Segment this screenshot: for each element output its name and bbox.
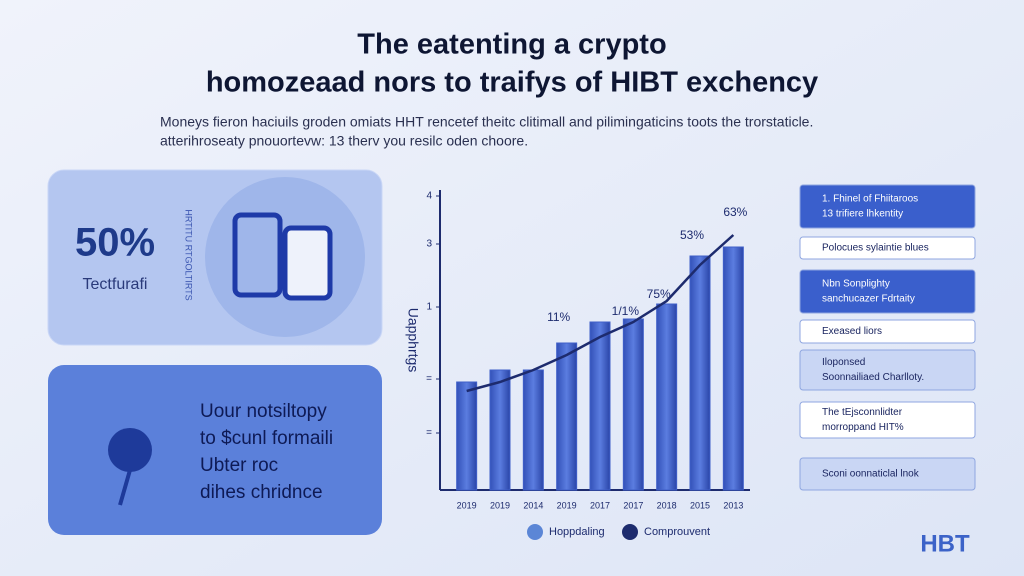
list-text: Iloponsed xyxy=(822,357,865,368)
annotation: 53% xyxy=(680,228,704,242)
icon xyxy=(282,225,333,301)
icon xyxy=(232,212,283,298)
list-text: sanchucazer Fdrtaity xyxy=(822,294,915,305)
list-item xyxy=(799,184,976,229)
bar xyxy=(556,342,578,491)
icon xyxy=(108,428,152,472)
subtitle: atterihroseaty pnouortevw: 13 therv you … xyxy=(160,133,528,149)
legend-label: Comprouvent xyxy=(644,526,710,538)
list-text: Polocues sylaintie blues xyxy=(822,243,929,254)
list-text: 1. Fhinel of Fhiitaroos xyxy=(822,194,918,205)
y-tick-label: 1 xyxy=(426,302,432,313)
x-tick-label: 2017 xyxy=(590,500,610,510)
annotation: 11% xyxy=(547,310,570,324)
y-tick-label: = xyxy=(426,374,432,385)
legend-label: Hoppdaling xyxy=(549,526,605,538)
y-tick-label: 4 xyxy=(426,191,432,202)
subtitle: Moneys fieron haciuils groden omiats HHT… xyxy=(160,114,813,130)
list-item xyxy=(799,319,976,344)
list-text: Nbn Sonplighty xyxy=(822,279,890,290)
list-text: The tEjsconnlidter xyxy=(822,407,903,418)
list-item xyxy=(799,269,976,314)
list-item xyxy=(799,349,976,391)
bar xyxy=(622,318,644,491)
annotation: 75% xyxy=(647,287,671,301)
annotation: 1/1% xyxy=(612,304,640,318)
trend-line xyxy=(466,234,735,393)
x-tick-label: 2019 xyxy=(557,500,577,510)
logo: HBT xyxy=(920,530,970,557)
x-tick-label: 2019 xyxy=(490,500,510,510)
icon xyxy=(118,469,132,506)
bar xyxy=(722,246,744,491)
card xyxy=(48,365,382,535)
y-tick-label: = xyxy=(426,428,432,439)
list-item xyxy=(799,236,976,260)
caption: Tectfurafi xyxy=(83,276,148,293)
list-text: Exeased liors xyxy=(822,326,882,337)
card-text: Ubter roc xyxy=(200,455,278,476)
annotation: 63% xyxy=(723,205,747,219)
list-item xyxy=(799,401,976,439)
legend-swatch xyxy=(622,524,638,540)
list-text: Soonnailiaed Charlloty. xyxy=(822,372,924,383)
card-text: to $cunl formaili xyxy=(200,428,333,449)
x-tick-label: 2014 xyxy=(523,500,543,510)
bar xyxy=(656,303,678,491)
bar xyxy=(589,321,611,491)
bar xyxy=(489,369,511,491)
card-text: Uour notsiltopy xyxy=(200,401,327,422)
x-tick-label: 2013 xyxy=(723,500,743,510)
x-tick-label: 2019 xyxy=(457,500,477,510)
x-tick-label: 2017 xyxy=(623,500,643,510)
bar xyxy=(689,255,711,491)
y-axis-label: Uapphrtgs xyxy=(405,308,421,373)
y-tick-label: 3 xyxy=(426,239,432,250)
bar xyxy=(522,369,544,491)
list-text: Sconi oonnaticlal lnok xyxy=(822,469,920,480)
x-tick-label: 2018 xyxy=(657,500,677,510)
stat: 50% xyxy=(75,221,155,265)
bar xyxy=(456,381,478,491)
list-text: morroppand HIT% xyxy=(822,422,904,433)
title: homozeaad nors to traifys of HIBT exchen… xyxy=(206,67,818,99)
list-text: 13 trifiere lhkentity xyxy=(822,209,903,220)
side-text: HRTITU RTGOLTIRTS xyxy=(184,209,194,300)
list-item xyxy=(799,457,976,491)
legend-swatch xyxy=(527,524,543,540)
card-text: dihes chridnce xyxy=(200,482,323,503)
title: The eatenting a crypto xyxy=(357,29,666,61)
x-tick-label: 2015 xyxy=(690,500,710,510)
